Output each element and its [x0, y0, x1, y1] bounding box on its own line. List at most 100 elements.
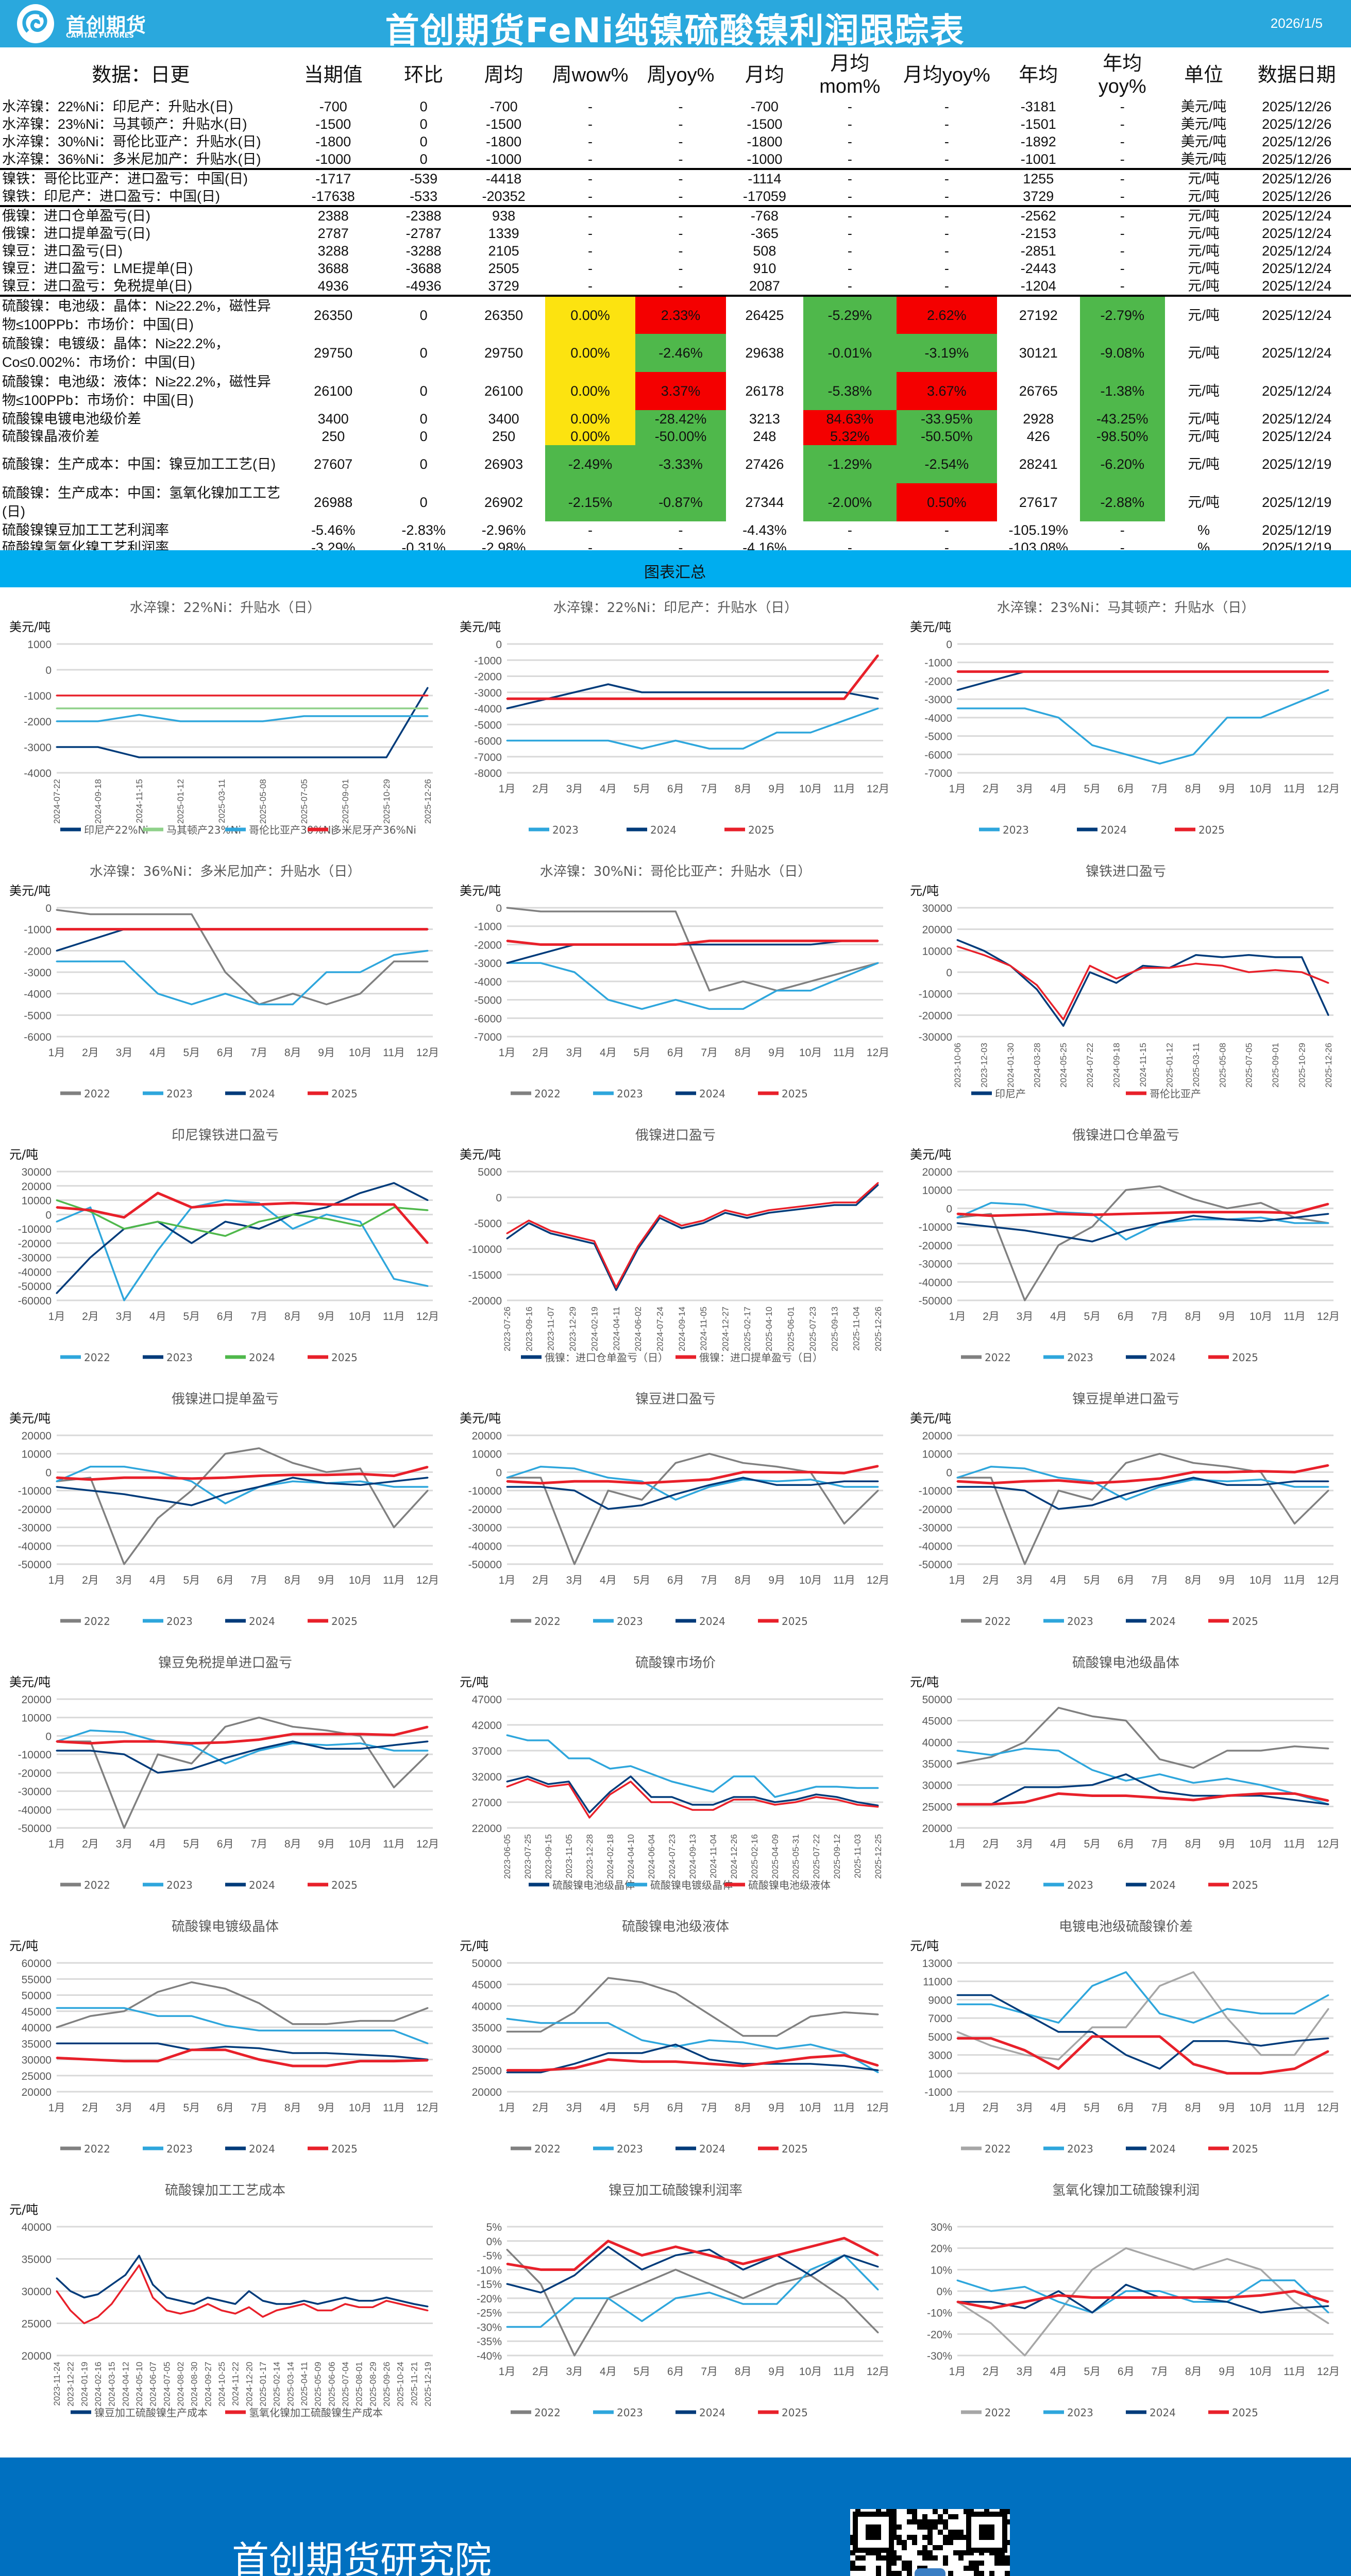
- table-cell: -3.33%: [635, 445, 726, 483]
- data-point: [1125, 1462, 1127, 1464]
- data-point: [742, 943, 744, 945]
- data-point: [990, 2307, 992, 2309]
- data-point: [152, 2284, 154, 2285]
- x-tick-label: 2024-02-18: [605, 1834, 615, 1879]
- data-point: [539, 2268, 542, 2270]
- table-cell: -2851: [1020, 243, 1056, 259]
- x-tick-label: 2023-12-03: [979, 1043, 989, 1088]
- data-point: [157, 1221, 159, 1223]
- x-tick-label: 6月: [1118, 783, 1135, 795]
- x-tick-label: 2025-04-10: [764, 1307, 774, 1351]
- data-point: [359, 1192, 361, 1194]
- data-point: [1057, 1244, 1059, 1246]
- y-tick-label: -1000: [924, 657, 952, 669]
- table-cell: -: [1120, 243, 1125, 259]
- data-point: [776, 732, 778, 734]
- data-point: [1192, 1471, 1194, 1473]
- charts-section-title: 图表汇总: [644, 564, 706, 582]
- legend-label: 俄镍：进口提单盈亏（日）: [699, 1351, 823, 1364]
- data-point: [539, 2283, 542, 2285]
- y-tick-label: -10000: [468, 1485, 502, 1497]
- data-point: [1091, 1985, 1093, 1987]
- x-tick-label: 5月: [633, 2366, 650, 2378]
- data-point: [641, 748, 643, 750]
- y-axis-unit: 元/吨: [9, 2202, 38, 2217]
- table-cell: 3288: [317, 243, 349, 259]
- data-point: [124, 2274, 126, 2276]
- data-point: [506, 1486, 508, 1488]
- x-tick-label: 4月: [600, 783, 617, 795]
- table-cell: -6.20%: [1079, 445, 1165, 483]
- table-cell: %: [1197, 522, 1210, 538]
- data-point: [1125, 1189, 1127, 1191]
- data-point: [674, 2246, 677, 2248]
- chart-title: 水淬镍：22%Ni：印尼产：升贴水（日）: [553, 600, 798, 616]
- data-point: [359, 1733, 361, 1735]
- x-tick-label: 1月: [949, 2366, 966, 2378]
- data-point: [877, 1184, 879, 1186]
- y-tick-label: -5%: [483, 2250, 502, 2262]
- data-point: [742, 2065, 744, 2067]
- x-tick-label: 1月: [499, 2366, 516, 2378]
- data-point: [258, 1739, 260, 1741]
- y-tick-label: -20000: [919, 1504, 952, 1516]
- data-point: [956, 1486, 958, 1488]
- data-point: [193, 2303, 195, 2305]
- data-point: [809, 990, 812, 992]
- y-tick-label: -50000: [919, 1295, 952, 1307]
- column-header: 周yoy%: [647, 64, 715, 86]
- data-point: [674, 2255, 677, 2257]
- data-point: [641, 2255, 643, 2257]
- data-point: [1168, 967, 1170, 969]
- x-tick-label: 4月: [600, 2102, 617, 2114]
- y-tick-label: -30000: [18, 1252, 52, 1264]
- legend-label: 2024: [249, 1615, 275, 1628]
- table-cell: -: [803, 168, 897, 188]
- y-tick-label: -40000: [468, 1540, 502, 1552]
- x-tick-label: 1月: [499, 783, 516, 795]
- data-point: [1226, 1471, 1228, 1473]
- data-point: [990, 2301, 992, 2303]
- column-header: 年均: [1019, 64, 1058, 86]
- y-tick-label: -5000: [474, 719, 502, 731]
- data-point: [56, 1740, 58, 1742]
- data-point: [506, 1786, 508, 1788]
- y-tick-label: 30000: [22, 2055, 52, 2066]
- x-tick-label: 10月: [349, 1838, 371, 1850]
- data-point: [674, 2297, 677, 2299]
- data-point: [427, 950, 429, 952]
- x-tick-label: 4月: [1050, 2366, 1067, 2378]
- data-point: [641, 943, 643, 945]
- data-point: [1192, 1799, 1194, 1801]
- table-cell: -4.43%: [742, 522, 787, 538]
- data-point: [1260, 1484, 1262, 1486]
- data-point: [539, 1466, 542, 1468]
- data-point: [877, 2332, 879, 2334]
- data-point: [607, 698, 609, 700]
- data-point: [607, 1508, 609, 1510]
- series-line-2023: [56, 1182, 428, 1294]
- legend-label: 2025: [331, 2143, 358, 2155]
- data-point: [1057, 1750, 1059, 1752]
- y-tick-label: -30000: [18, 1522, 52, 1534]
- data-point: [179, 707, 181, 709]
- data-point: [221, 720, 223, 722]
- qr-code-icon[interactable]: [850, 2509, 1010, 2576]
- table-cell: -1800: [747, 134, 783, 149]
- data-point: [89, 1477, 91, 1479]
- x-tick-label: 2025-12-26: [1324, 1043, 1333, 1088]
- x-tick-label: 9月: [1219, 1838, 1236, 1850]
- table-cell: -1500: [747, 116, 783, 132]
- data-point: [1294, 1212, 1296, 1214]
- y-tick-label: -1000: [474, 921, 502, 933]
- data-point: [708, 1479, 711, 1481]
- table-cell: -: [1120, 116, 1125, 132]
- data-point: [1024, 1801, 1026, 1803]
- data-point: [393, 2020, 395, 2022]
- data-point: [1024, 1786, 1026, 1788]
- x-tick-label: 4月: [149, 1047, 166, 1059]
- data-point: [1260, 2045, 1262, 2047]
- data-point: [1057, 2059, 1059, 2060]
- x-tick-label: 6月: [217, 2102, 234, 2114]
- data-point: [123, 1740, 125, 1742]
